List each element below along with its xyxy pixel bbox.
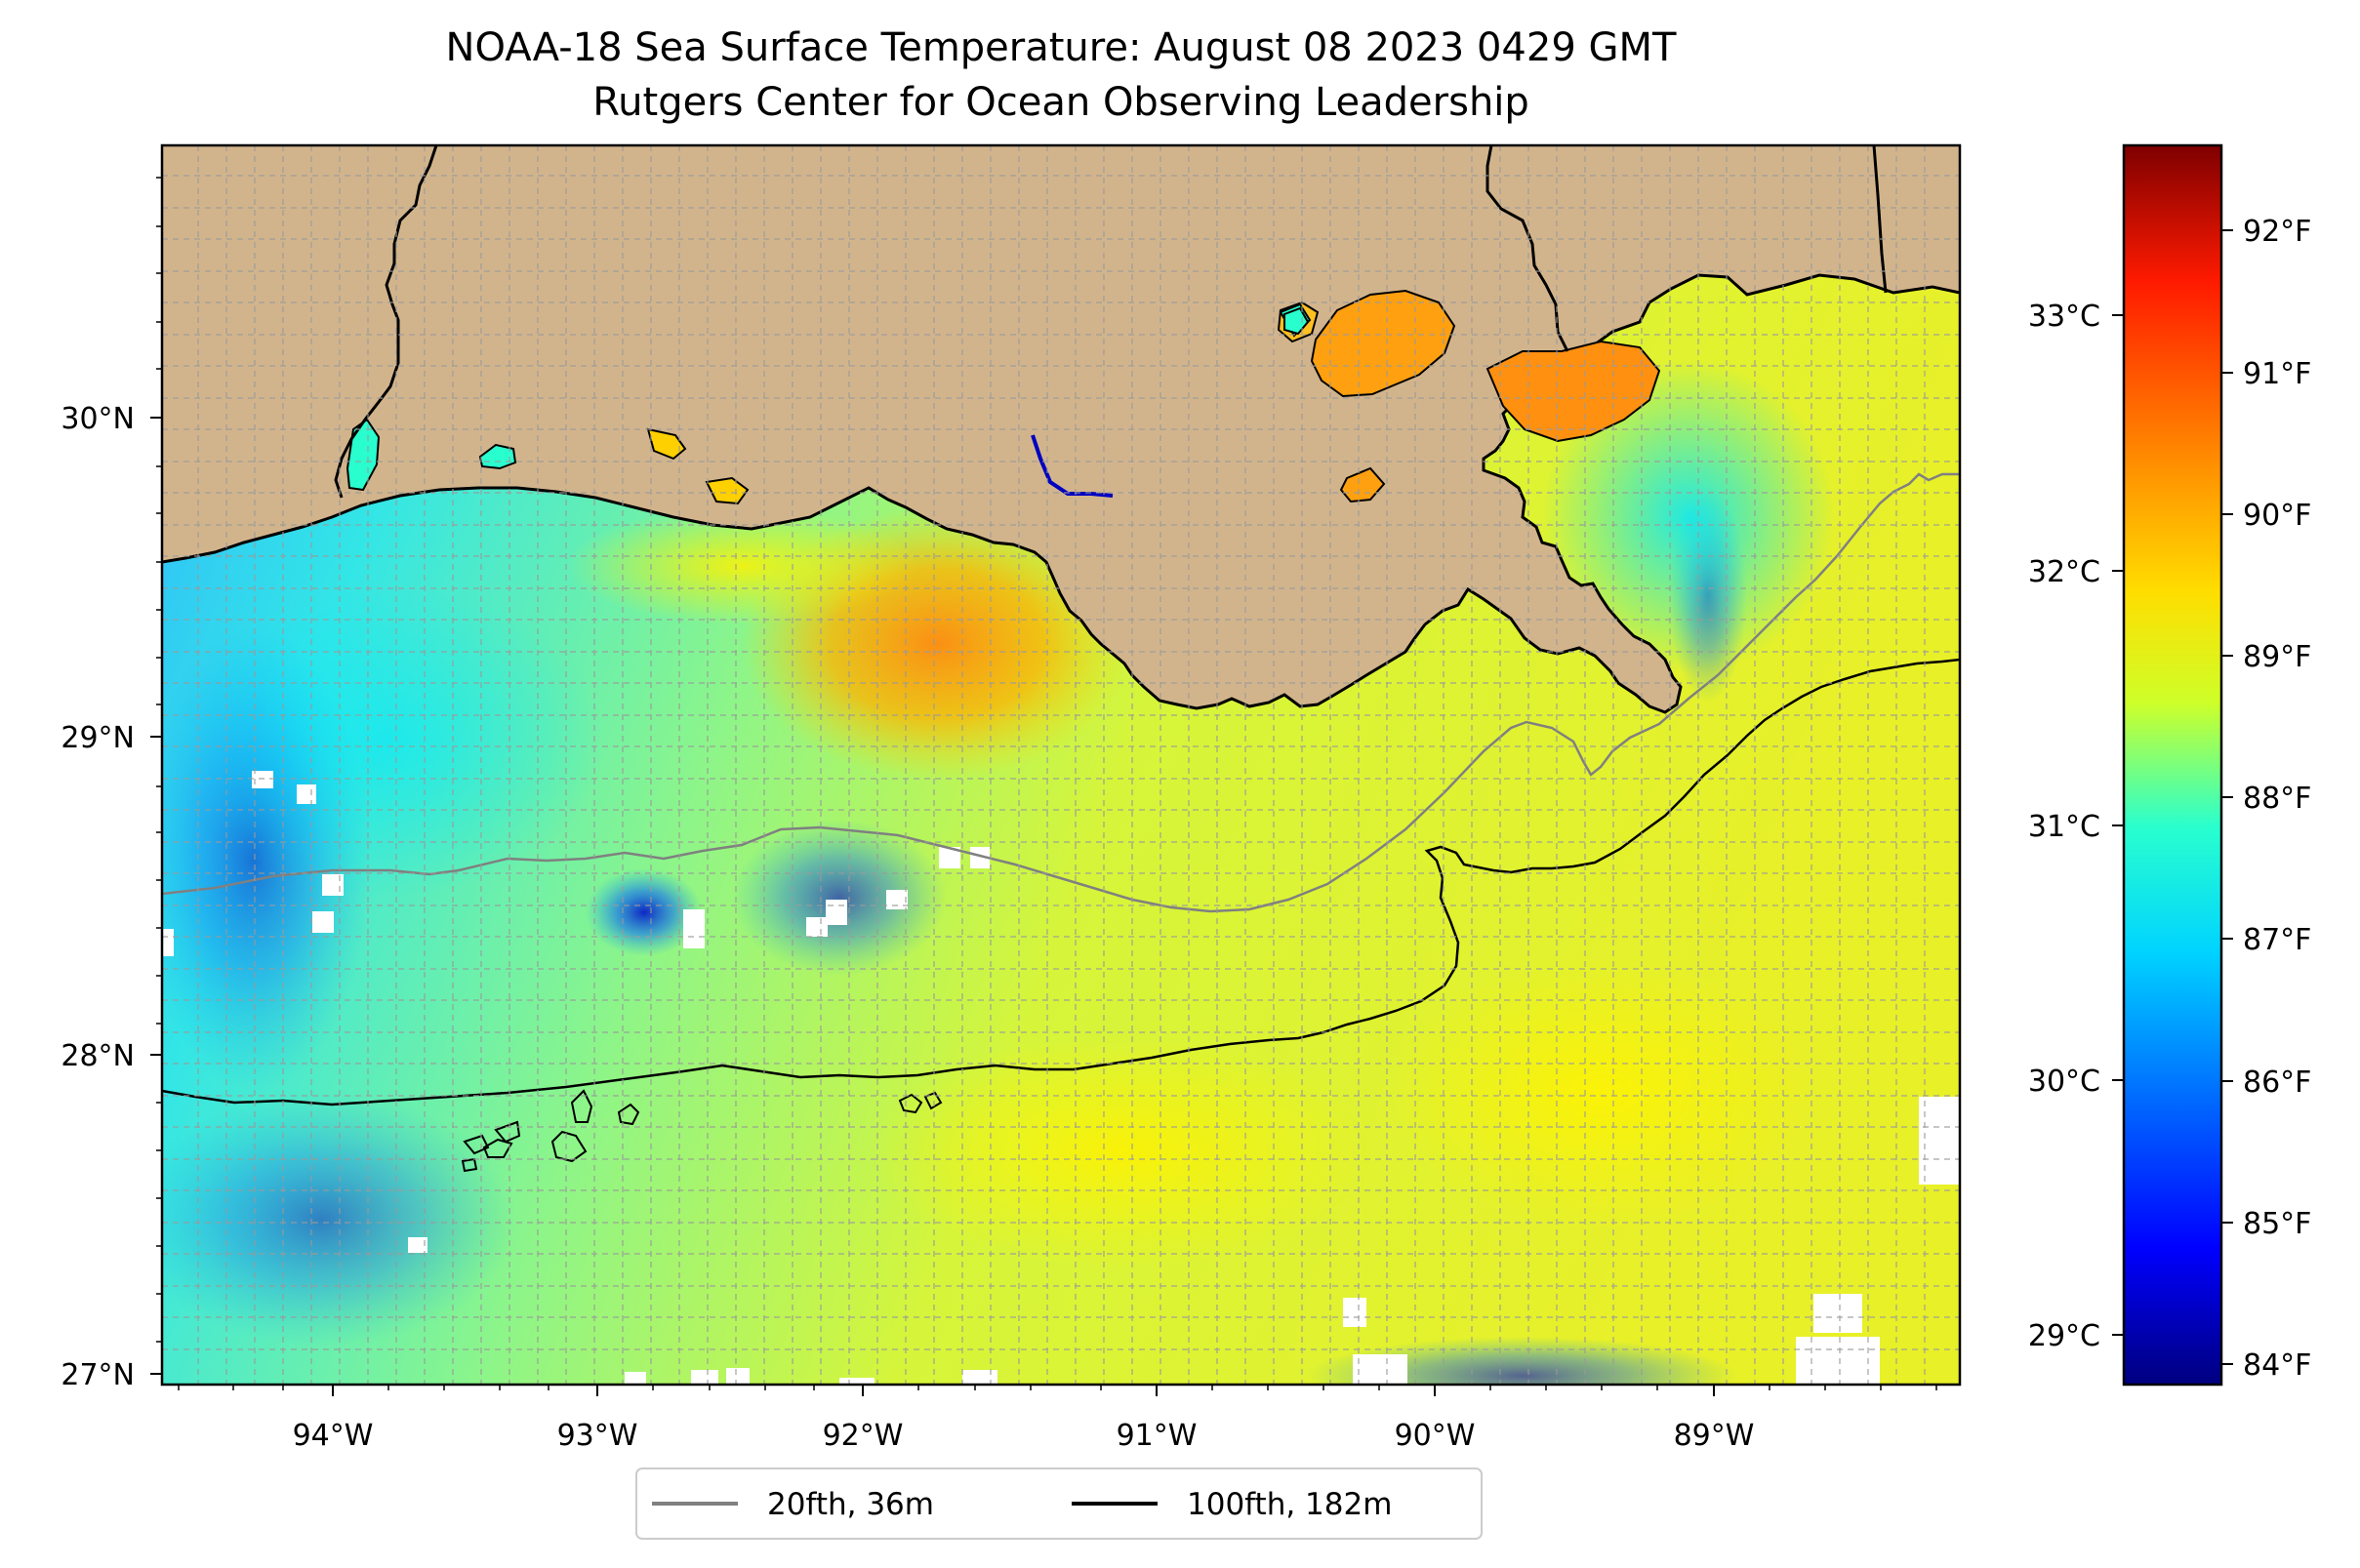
legend: 20fth, 36m 100fth, 182m [635,1467,1483,1540]
warm-region-shelf [566,507,917,624]
map-axis-minor-ticks [156,177,1937,1390]
map-frame [160,143,1962,1387]
lon-label: 92°W [823,1419,904,1453]
cyan-region-west [176,585,605,898]
land-louisiana-mississippi [162,145,1960,712]
lake-white [646,427,687,461]
lon-label: 91°W [1117,1419,1198,1453]
colorbar-celsius-label: 31°C [2028,810,2100,844]
coastline [162,273,1960,714]
lake-pontchartrain [1310,289,1456,398]
colorbar-fahrenheit-label: 84°F [2243,1348,2311,1383]
colorbar-celsius-label: 32°C [2028,555,2100,589]
colorbar-fahrenheit-label: 87°F [2243,923,2311,957]
longitude-labels: 94°W 93°W 92°W 91°W 90°W 89°W [293,1419,1755,1453]
legend-box [635,1467,1483,1540]
contour-100fth-182m [162,658,1960,1106]
lon-label: 89°W [1674,1419,1755,1453]
lat-label: 29°N [61,721,135,755]
map-panel [162,145,1960,1385]
contour-100fth-banks [461,1089,943,1173]
title-line-1: NOAA-18 Sea Surface Temperature: August … [446,25,1677,70]
lake-grand [705,476,750,505]
title-line-2: Rutgers Center for Ocean Observing Leade… [592,80,1529,125]
colorbar-fahrenheit-label: 85°F [2243,1207,2311,1241]
colorbar-gradient [2122,143,2223,1387]
legend-label-20fth: 20fth, 36m [767,1487,934,1522]
colorbar-fahrenheit-label: 86°F [2243,1065,2311,1100]
cloud-mask-gaps [162,771,1960,1385]
colorbar-celsius-label: 33°C [2028,300,2100,334]
map-gridlines [162,145,1960,1385]
colorbar-fahrenheit-label: 89°F [2243,640,2311,674]
legend-label-100fth: 100fth, 182m [1187,1487,1392,1522]
lake-sabine-west [478,443,517,470]
lat-label: 27°N [61,1358,135,1392]
lake-calcasieu [346,418,381,492]
lon-label: 90°W [1395,1419,1476,1453]
colorbar-fahrenheit-label: 92°F [2243,215,2311,249]
lat-label: 28°N [61,1039,135,1073]
lake-cyan-north [1283,306,1310,336]
lon-label: 94°W [293,1419,374,1453]
latitude-labels: 30°N 29°N 28°N 27°N [61,402,135,1392]
lon-label: 93°W [557,1419,638,1453]
border-texas-louisiana [334,145,438,499]
river-atchafalaya [1031,434,1114,498]
border-mississippi-alabama [1872,145,1888,294]
lat-label: 30°N [61,402,135,436]
cyan-region-delta [1542,361,1835,673]
cool-region-southwest [162,1093,517,1347]
cool-region-central [586,868,703,956]
colorbar-fahrenheit-label: 91°F [2243,357,2311,391]
colorbar-fahrenheit-label: 88°F [2243,782,2311,816]
colorbar: 33°C 32°C 31°C 30°C 29°C 92°F 91°F 90°F … [2028,143,2311,1387]
warm-region-south [869,1034,1376,1268]
map-axis-ticks [150,417,1715,1396]
colorbar-fahrenheit-label: 90°F [2243,499,2311,533]
colorbar-celsius-label: 30°C [2028,1065,2100,1099]
border-mississippi-louisiana [1485,145,1569,352]
colorbar-celsius-label: 29°C [2028,1319,2100,1353]
warm-region-east [1386,956,1815,1229]
lake-salvador [1339,466,1386,503]
